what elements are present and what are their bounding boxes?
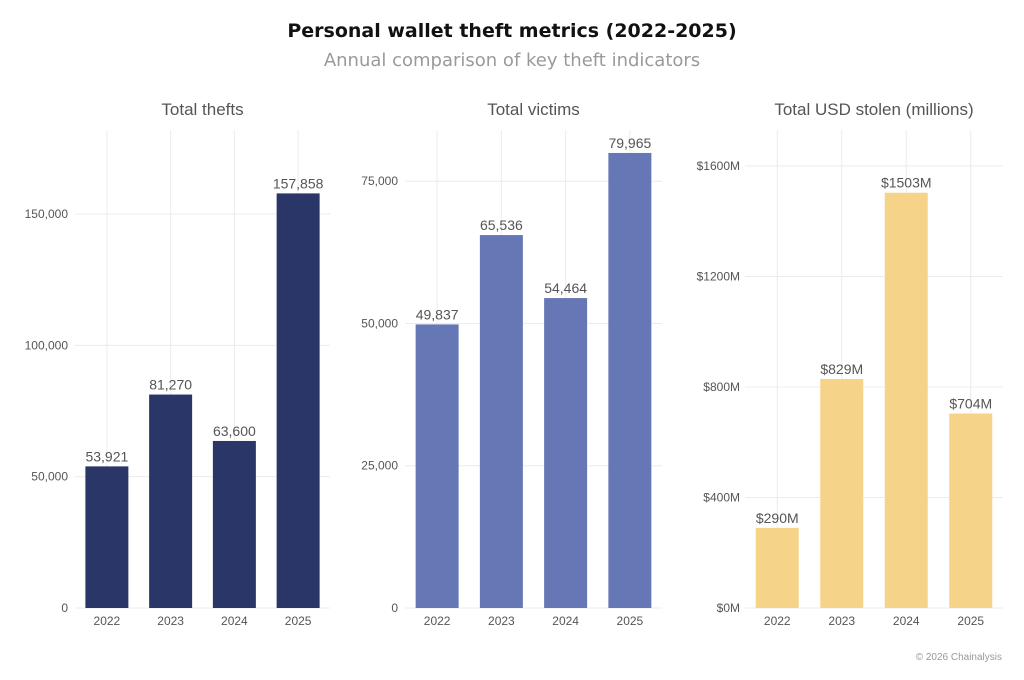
x-tick-label: 2024 (221, 614, 248, 628)
panel-3: Total USD stolen (millions) $0M $400M $800M… (697, 100, 1003, 628)
y-tick-label: 0 (391, 601, 398, 615)
x-tick-label: 2025 (285, 614, 312, 628)
bar-2024 (884, 192, 928, 609)
y-tick-label: 0 (61, 601, 68, 615)
y-tick-label: 100,000 (25, 338, 69, 352)
data-label: $290M (756, 510, 799, 526)
chart-title: Personal wallet theft metrics (2022-2025… (287, 20, 737, 42)
y-tick-label: $800M (703, 380, 740, 394)
bar-2025 (949, 413, 993, 608)
panel-title: Total thefts (161, 100, 243, 119)
data-label: $704M (949, 395, 992, 411)
y-tick-label: $1600M (697, 159, 740, 173)
data-label: 65,536 (480, 217, 523, 233)
data-label: $1503M (881, 175, 932, 191)
panel-2: Total victims 0 25,000 50,000 75,000 49,837 20… (361, 100, 662, 628)
data-label: 81,270 (149, 377, 192, 393)
y-tick-label: $0M (717, 601, 740, 615)
panel-title: Total USD stolen (millions) (774, 100, 973, 119)
bar-2025 (608, 152, 652, 609)
x-tick-label: 2022 (764, 614, 791, 628)
data-label: 53,921 (85, 448, 128, 464)
y-tick-label: 75,000 (361, 174, 398, 188)
bar-2022 (415, 324, 459, 608)
bar-2023 (820, 378, 864, 608)
bar-2025 (276, 193, 320, 608)
bar-2024 (544, 298, 588, 608)
chart-subtitle: Annual comparison of key theft indicator… (323, 50, 701, 71)
x-tick-label: 2023 (828, 614, 855, 628)
copyright-credit: © 2026 Chainalysis (915, 652, 1002, 663)
data-label: $829M (820, 361, 863, 377)
data-label: 49,837 (416, 306, 459, 322)
y-tick-label: 50,000 (31, 470, 68, 484)
y-tick-label: 25,000 (361, 459, 398, 473)
x-tick-label: 2024 (893, 614, 920, 628)
panel-1: Total thefts 0 50,000 100,000 150,000 53,921 2… (25, 100, 330, 628)
x-tick-label: 2023 (488, 614, 515, 628)
x-tick-label: 2025 (617, 614, 644, 628)
x-tick-label: 2022 (424, 614, 451, 628)
data-label: 63,600 (213, 423, 256, 439)
x-tick-label: 2025 (957, 614, 984, 628)
y-tick-label: $400M (703, 490, 740, 504)
y-tick-label: 150,000 (25, 207, 69, 221)
bar-2022 (755, 527, 799, 608)
data-label: 54,464 (544, 280, 587, 296)
x-tick-label: 2022 (94, 614, 121, 628)
panel-title: Total victims (487, 100, 580, 119)
y-tick-label: 50,000 (361, 316, 398, 330)
data-label: 157,858 (273, 175, 324, 191)
data-label: 79,965 (608, 135, 651, 151)
x-tick-label: 2023 (157, 614, 184, 628)
bar-2024 (212, 440, 256, 608)
bar-2023 (479, 235, 523, 608)
y-tick-label: $1200M (697, 269, 740, 283)
bar-2022 (85, 466, 129, 608)
x-tick-label: 2024 (552, 614, 579, 628)
bar-2023 (149, 394, 193, 608)
